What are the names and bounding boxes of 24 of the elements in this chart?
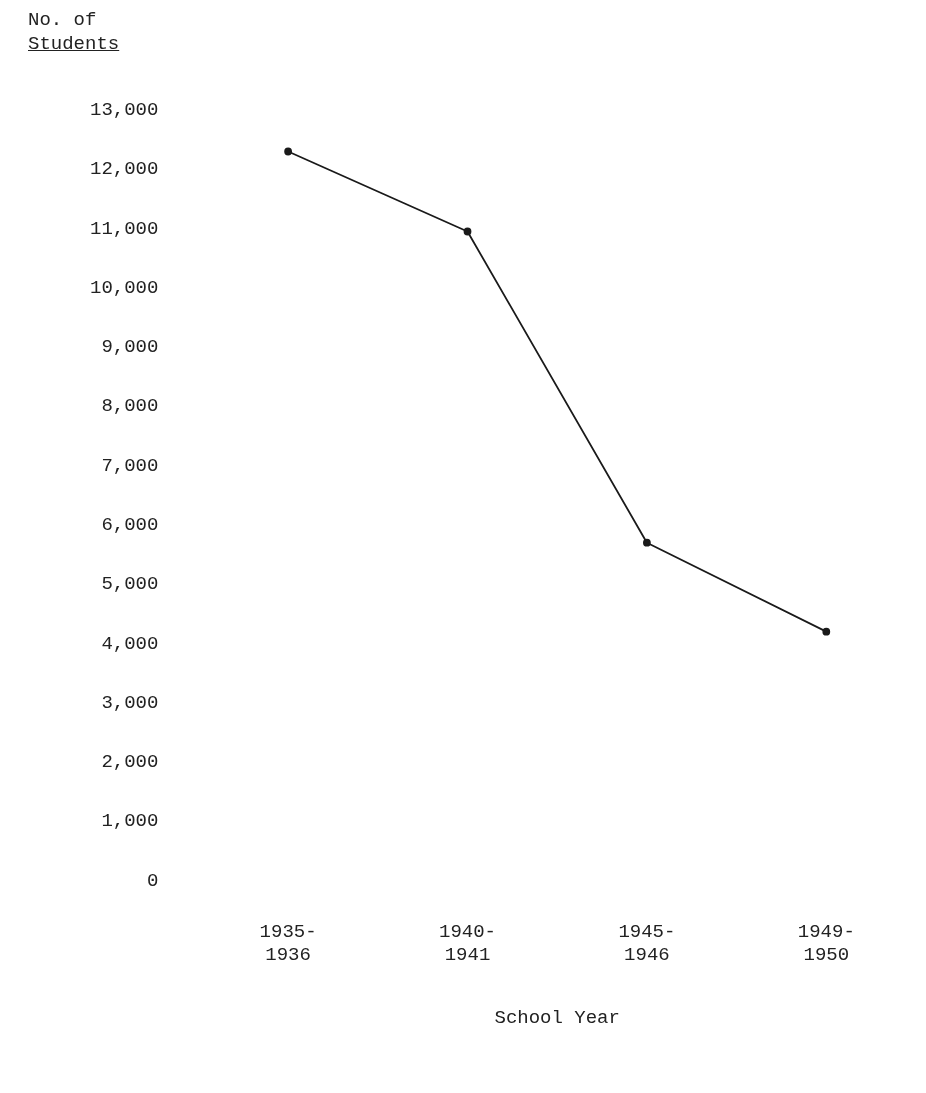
x-tick-label: 1945-1946 [618, 921, 676, 966]
x-axis-title: School Year [494, 1006, 620, 1029]
y-tick-label: 0 [147, 869, 159, 892]
y-tick-label: 12,000 [89, 158, 159, 181]
y-tick-label: 3,000 [101, 691, 159, 714]
x-tick-label: 1949-1950 [797, 921, 855, 966]
y-tick-label: 5,000 [101, 573, 159, 596]
y-tick-label: 6,000 [101, 513, 159, 536]
y-tick-label: 9,000 [101, 336, 159, 359]
point [284, 147, 293, 156]
y-tick-label: 1,000 [101, 810, 159, 833]
y-tick-label: 11,000 [89, 217, 159, 240]
y-tick-label: 7,000 [101, 454, 159, 477]
point [463, 227, 472, 236]
y-tick-label: 8,000 [101, 395, 159, 418]
x-tick-label: 1935-1936 [259, 921, 317, 966]
x-tick-label: 1940-1941 [439, 921, 497, 966]
point [822, 627, 831, 636]
y-tick-label: 13,000 [89, 99, 159, 122]
point [643, 538, 651, 547]
y-tick-label: 2,000 [101, 751, 159, 774]
y-axis-title: No. of Students [28, 8, 120, 56]
y-tick-label: 10,000 [89, 276, 159, 299]
y-tick-label: 4,000 [101, 632, 159, 655]
